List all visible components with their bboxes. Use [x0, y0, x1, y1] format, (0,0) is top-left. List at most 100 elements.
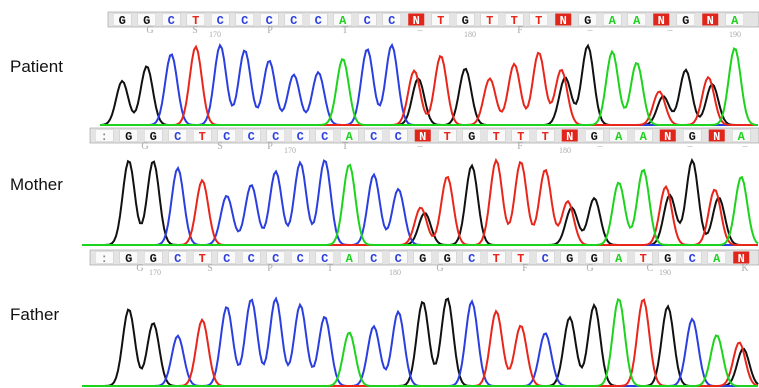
- base-call: C: [248, 130, 255, 144]
- translation-label: 170: [209, 30, 221, 39]
- translation-label: –: [742, 141, 749, 152]
- translation-label: K: [741, 263, 749, 274]
- base-call: T: [199, 130, 206, 144]
- trace-a: [82, 165, 758, 245]
- base-call: C: [542, 252, 549, 266]
- base-call: C: [241, 14, 248, 28]
- chromatogram-figure: PatientGGCTCCCCCACCNTGTTTNGAANGNAGS170PT…: [0, 0, 759, 388]
- base-call: C: [174, 130, 181, 144]
- base-call: C: [468, 252, 475, 266]
- base-call: C: [297, 130, 304, 144]
- translation-label: 190: [729, 30, 741, 39]
- base-call: :: [101, 130, 108, 144]
- base-call: N: [713, 130, 720, 144]
- translation-label: S: [192, 25, 198, 36]
- base-call: C: [297, 252, 304, 266]
- base-call: G: [150, 130, 157, 144]
- trace-c: [82, 161, 758, 245]
- translation-label: –: [587, 25, 594, 36]
- translation-label: P: [267, 141, 273, 152]
- base-call: N: [664, 130, 671, 144]
- translation-label: 170: [149, 268, 161, 277]
- translation-label: 180: [464, 30, 476, 39]
- base-call: T: [493, 252, 500, 266]
- base-call: C: [321, 130, 328, 144]
- translation-label: T: [327, 263, 333, 274]
- translation-label: T: [342, 141, 348, 152]
- base-call: G: [566, 252, 573, 266]
- base-call: G: [468, 130, 475, 144]
- base-call: T: [542, 130, 549, 144]
- translation-label: S: [207, 263, 213, 274]
- base-call: G: [150, 252, 157, 266]
- translation-label: –: [687, 141, 694, 152]
- base-call: G: [419, 252, 426, 266]
- base-call: A: [346, 252, 354, 266]
- base-call: T: [535, 14, 542, 28]
- base-call: C: [395, 252, 402, 266]
- base-call: N: [707, 14, 714, 28]
- base-call: G: [119, 14, 126, 28]
- base-call: N: [658, 14, 665, 28]
- base-call: T: [199, 252, 206, 266]
- translation-label: T: [342, 25, 348, 36]
- base-call: T: [437, 14, 444, 28]
- base-call: G: [125, 252, 132, 266]
- base-call: C: [223, 130, 230, 144]
- base-call: C: [272, 252, 279, 266]
- base-call: C: [290, 14, 297, 28]
- base-call: N: [566, 130, 573, 144]
- base-call: A: [609, 14, 617, 28]
- base-call: C: [217, 14, 224, 28]
- base-call: A: [713, 252, 721, 266]
- base-call: G: [444, 252, 451, 266]
- translation-label: –: [417, 141, 424, 152]
- base-call: C: [395, 130, 402, 144]
- trace-t: [100, 47, 758, 125]
- sample-label: Patient: [10, 57, 63, 76]
- trace-g: [82, 299, 758, 386]
- translation-label: G: [586, 263, 593, 274]
- translation-label: G: [146, 25, 153, 36]
- base-call: G: [462, 14, 469, 28]
- translation-label: F: [517, 25, 523, 36]
- base-call: G: [664, 252, 671, 266]
- base-call: A: [615, 130, 623, 144]
- translation-label: F: [517, 141, 523, 152]
- base-call: A: [731, 14, 739, 28]
- translation-label: G: [141, 141, 148, 152]
- base-call: A: [640, 130, 648, 144]
- base-call: C: [689, 252, 696, 266]
- base-call: C: [168, 14, 175, 28]
- translation-label: –: [417, 25, 424, 36]
- base-call: C: [364, 14, 371, 28]
- base-call: C: [370, 252, 377, 266]
- base-call: C: [315, 14, 322, 28]
- base-call: C: [248, 252, 255, 266]
- translation-label: –: [597, 141, 604, 152]
- sample-label: Father: [10, 305, 59, 324]
- base-call: N: [560, 14, 567, 28]
- base-call: C: [388, 14, 395, 28]
- base-call: C: [370, 130, 377, 144]
- base-call: T: [493, 130, 500, 144]
- base-call: A: [615, 252, 623, 266]
- translation-label: 170: [284, 146, 296, 155]
- translation-label: S: [217, 141, 223, 152]
- translation-label: P: [267, 263, 273, 274]
- translation-label: –: [667, 25, 674, 36]
- translation-label: G: [136, 263, 143, 274]
- base-call: G: [682, 14, 689, 28]
- base-call: C: [223, 252, 230, 266]
- translation-label: F: [522, 263, 528, 274]
- translation-label: G: [436, 263, 443, 274]
- translation-label: 180: [389, 268, 401, 277]
- base-call: T: [444, 130, 451, 144]
- base-call: C: [272, 130, 279, 144]
- sample-label: Mother: [10, 175, 63, 194]
- base-call: :: [101, 252, 108, 266]
- base-call: C: [174, 252, 181, 266]
- translation-label: 190: [659, 268, 671, 277]
- translation-label: C: [647, 263, 654, 274]
- base-call: T: [486, 14, 493, 28]
